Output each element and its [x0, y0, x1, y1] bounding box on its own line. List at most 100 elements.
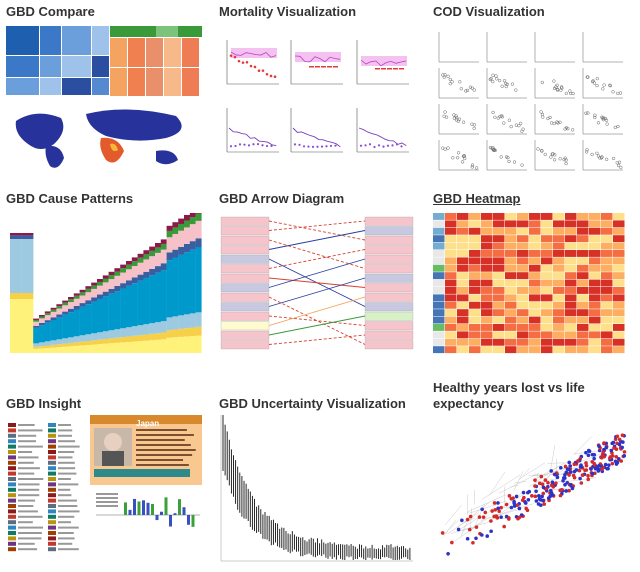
legend-text-line: [58, 478, 71, 480]
tile-title[interactable]: GBD Heatmap: [433, 191, 521, 206]
tile-gbd-heatmap[interactable]: GBD Heatmap: [433, 191, 629, 207]
heatmap-cell: [601, 264, 613, 272]
data-point: [567, 488, 571, 493]
stack-segment: [184, 336, 190, 353]
stack-segment: [120, 268, 127, 273]
tile-gbd-uncertainty-visualization[interactable]: GBD Uncertainty Visualization: [219, 396, 415, 412]
tile-cod-visualization[interactable]: COD Visualization: [433, 4, 629, 20]
tile-title[interactable]: GBD Arrow Diagram: [219, 191, 345, 206]
data-point: [540, 112, 545, 117]
heatmap-cell: [553, 272, 565, 280]
card-text-line: [136, 439, 185, 441]
rank-arrow-diagram-thumbnail[interactable]: [219, 213, 415, 358]
stack-segment: [108, 343, 115, 353]
data-point: [395, 143, 399, 146]
data-point: [549, 155, 553, 159]
data-point: [560, 487, 564, 492]
heatmap-cell: [553, 316, 565, 324]
stack-segment: [149, 246, 156, 251]
data-point: [256, 143, 260, 146]
heatmap-cell: [481, 294, 493, 302]
tile-title[interactable]: COD Visualization: [433, 4, 545, 19]
left-rank-box: [220, 226, 270, 236]
tile-gbd-compare[interactable]: GBD Compare: [6, 4, 202, 20]
data-point: [399, 68, 404, 70]
stack-segment: [56, 308, 63, 315]
stack-segment: [15, 293, 22, 299]
tile-title[interactable]: Mortality Visualization: [219, 4, 357, 19]
tile-gbd-arrow-diagram[interactable]: GBD Arrow Diagram: [219, 191, 415, 207]
stack-segment: [114, 268, 121, 272]
legend-swatch: [48, 525, 56, 530]
legend-text-line: [18, 451, 33, 453]
tile-gbd-cause-patterns[interactable]: GBD Cause Patterns: [6, 191, 202, 207]
trajectory-line: [443, 520, 456, 537]
tile-title[interactable]: Healthy years lost vs life expectancy: [433, 380, 585, 411]
stack-segment: [184, 220, 190, 228]
heatmap-cell: [529, 213, 541, 220]
heatmap-cell: [565, 331, 577, 339]
treemap-and-world-map-thumbnail[interactable]: [6, 26, 202, 174]
tile-healthy-years-lost[interactable]: Healthy years lost vs life expectancy: [433, 380, 633, 412]
data-point: [586, 111, 590, 115]
insight-dashboard-thumbnail[interactable]: Japan: [6, 415, 202, 563]
data-point: [456, 119, 461, 123]
data-point: [604, 445, 609, 450]
tile-gbd-insight[interactable]: GBD Insight: [6, 396, 202, 412]
stack-segment: [39, 316, 45, 319]
stack-segment: [195, 247, 202, 313]
stack-segment: [73, 345, 80, 353]
uncertainty-band: [231, 48, 277, 58]
tile-title[interactable]: GBD Compare: [6, 4, 95, 19]
data-point: [546, 480, 550, 485]
stack-segment: [131, 326, 138, 336]
data-point: [471, 540, 475, 545]
data-point: [592, 456, 596, 461]
data-point: [564, 161, 568, 166]
heatmap-cell: [565, 257, 577, 265]
data-point: [552, 121, 556, 126]
data-point: [567, 473, 571, 477]
map-region: [86, 109, 182, 141]
heatmap-cell: [577, 242, 589, 250]
data-point: [450, 80, 454, 84]
legend-text-line: [18, 472, 35, 475]
tile-mortality-visualization[interactable]: Mortality Visualization: [219, 4, 415, 20]
scatter-plot-grid-thumbnail[interactable]: [433, 26, 629, 174]
stack-segment: [62, 343, 69, 347]
uncertainty-bars-thumbnail[interactable]: [219, 415, 415, 563]
heatmap-cell: [505, 301, 517, 309]
heatmap-cell: [469, 301, 481, 309]
data-point: [537, 494, 541, 498]
insight-bar: [155, 515, 159, 521]
small-multiples-line-chart-thumbnail[interactable]: [219, 26, 415, 174]
rank-arrow: [268, 296, 366, 345]
stacked-area-chart-thumbnail[interactable]: [6, 213, 202, 358]
data-point: [615, 434, 620, 439]
scatter-trajectory-thumbnail[interactable]: [433, 415, 629, 563]
data-point: [589, 467, 593, 471]
tile-title[interactable]: GBD Uncertainty Visualization: [219, 396, 406, 411]
data-point: [261, 69, 265, 72]
heatmap-cell: [457, 309, 469, 317]
insight-bar: [146, 502, 150, 515]
tile-title[interactable]: GBD Insight: [6, 396, 82, 411]
data-point: [614, 447, 619, 451]
treemap-cell: [62, 26, 91, 55]
data-point: [617, 442, 622, 447]
stack-segment: [155, 272, 161, 323]
heatmap-cell: [493, 242, 505, 250]
stack-segment: [143, 271, 150, 278]
data-point: [327, 66, 332, 68]
legend-swatch: [8, 487, 16, 492]
data-point: [520, 163, 524, 167]
tile-title[interactable]: GBD Cause Patterns: [6, 191, 134, 206]
heatmap-cell: [589, 331, 601, 339]
stack-segment: [102, 339, 109, 344]
stack-segment: [143, 250, 150, 255]
left-rank-box: [220, 283, 270, 293]
heatmap-cell: [445, 250, 457, 257]
heatmap-table-thumbnail[interactable]: [433, 213, 629, 358]
heatmap-cell: [505, 338, 517, 346]
stack-segment: [178, 336, 185, 353]
